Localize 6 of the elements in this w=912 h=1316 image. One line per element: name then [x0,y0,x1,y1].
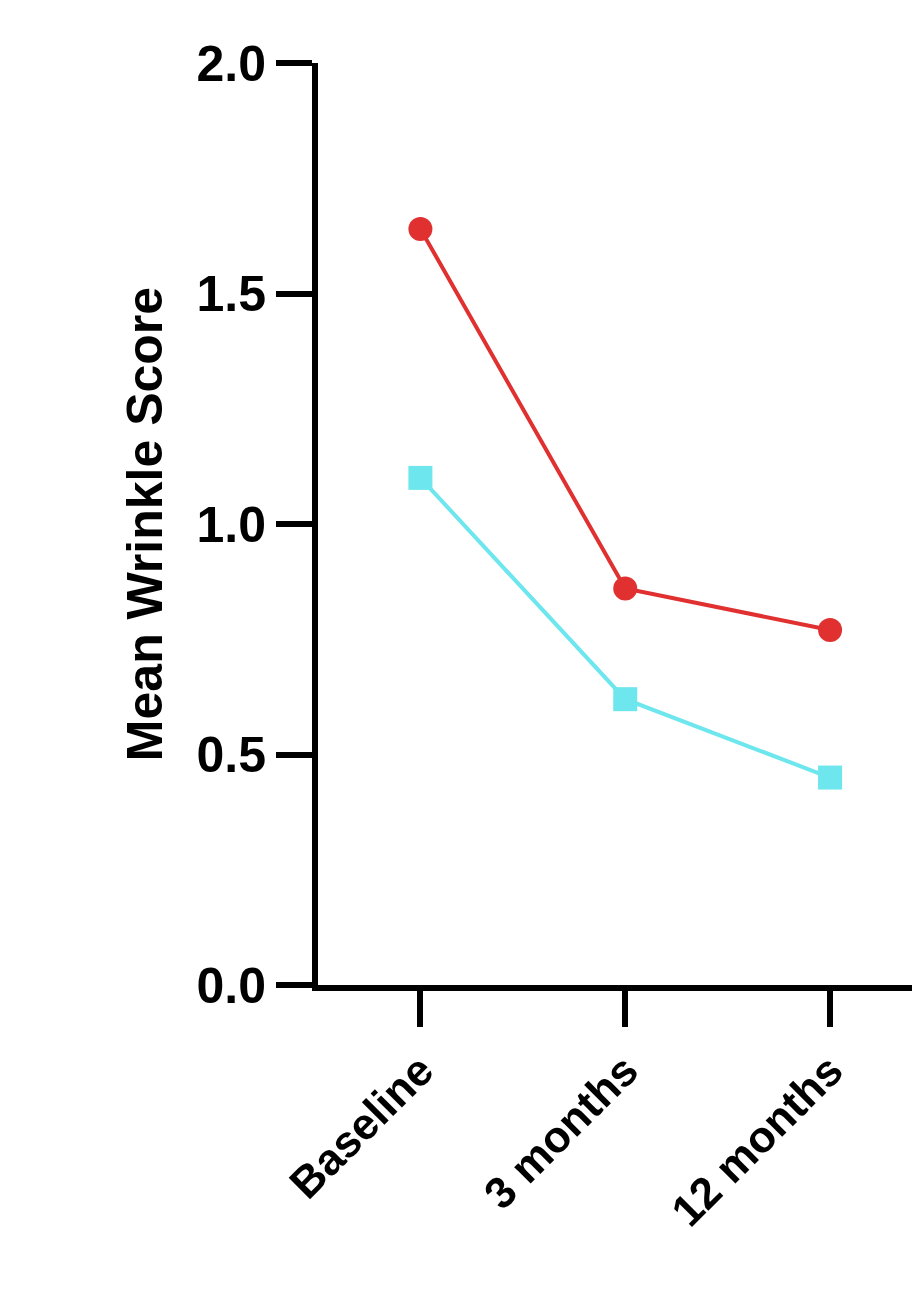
y-tick-label: 2.0 [196,35,266,92]
y-tick-label: 0.0 [196,957,266,1014]
y-tick-label: 1.0 [196,496,266,553]
y-tick-label: 1.5 [196,266,266,322]
y-tick-label: 0.5 [196,727,266,783]
y-axis-title: Mean Wrinkle Score [116,286,173,762]
